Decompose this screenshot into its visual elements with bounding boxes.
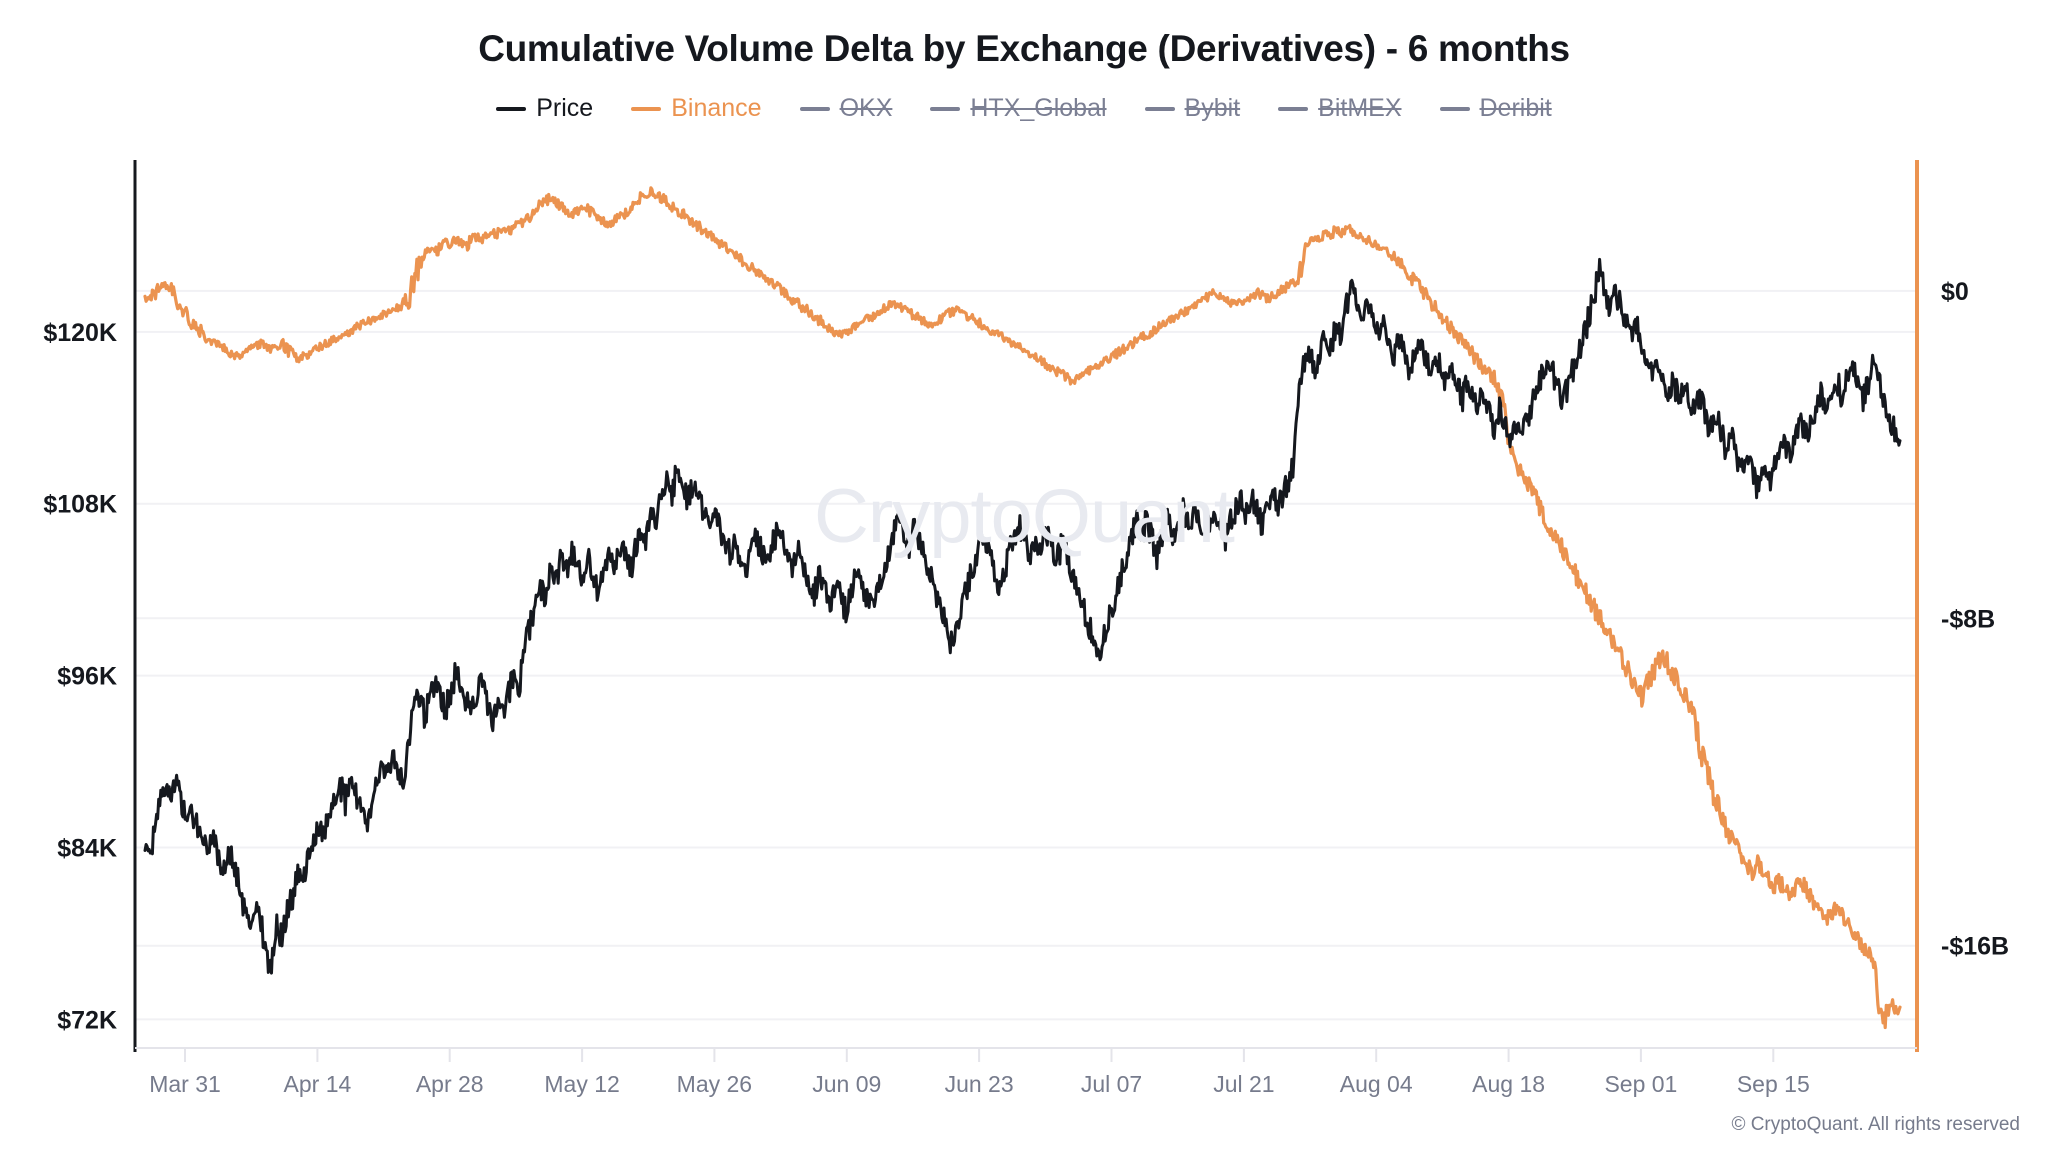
x-axis-tick-label: Jun 09 xyxy=(812,1071,881,1097)
x-axis-tick-label: Mar 31 xyxy=(149,1071,221,1097)
y-axis-left-tick-label: $96K xyxy=(57,663,117,691)
legend-item-bybit[interactable]: Bybit xyxy=(1144,94,1241,122)
legend-swatch-icon xyxy=(930,106,961,111)
y-axis-right-tick-label: -$16B xyxy=(1941,933,2009,961)
y-axis-left-tick-label: $84K xyxy=(57,835,117,863)
legend-swatch-icon xyxy=(1144,106,1175,111)
y-axis-right-tick-label: $0 xyxy=(1941,278,1969,306)
series-line-binance xyxy=(143,186,1902,1030)
x-axis-tick-label: Sep 15 xyxy=(1737,1071,1810,1097)
series-line-price xyxy=(143,257,1902,975)
legend-item-okx[interactable]: OKX xyxy=(799,94,893,122)
page-title: Cumulative Volume Delta by Exchange (Der… xyxy=(478,28,1570,69)
y-axis-left-tick-label: $120K xyxy=(43,319,117,347)
y-axis-left-tick-label: $72K xyxy=(57,1006,117,1034)
legend-item-label: BitMEX xyxy=(1318,94,1402,122)
legend-swatch-icon xyxy=(1278,106,1309,111)
y-axis-left-tick-label: $108K xyxy=(43,491,117,519)
legend-swatch-icon xyxy=(1439,106,1470,111)
copyright-notice: © CryptoQuant. All rights reserved xyxy=(1731,1114,2020,1135)
legend-item-htx-global[interactable]: HTX_Global xyxy=(930,94,1107,122)
legend-item-label: HTX_Global xyxy=(970,94,1107,122)
x-axis-tick-label: May 26 xyxy=(677,1071,752,1097)
x-axis-tick-label: Jun 23 xyxy=(945,1071,1014,1097)
legend-item-binance[interactable]: Binance xyxy=(631,94,762,122)
y-axis-right-tick-label: -$8B xyxy=(1941,605,1995,633)
chart-legend: Price Binance OKX HTX_Global Bybit BitMEX Deri… xyxy=(0,96,2048,121)
legend-item-bitmex[interactable]: BitMEX xyxy=(1278,94,1402,122)
x-axis-tick-label: May 12 xyxy=(544,1071,619,1097)
legend-swatch-icon xyxy=(496,106,527,111)
x-axis-tick-label: Sep 01 xyxy=(1604,1071,1677,1097)
legend-item-price[interactable]: Price xyxy=(496,96,593,121)
legend-item-label: Price xyxy=(536,94,594,122)
legend-swatch-icon xyxy=(631,106,662,111)
x-axis-tick-label: Jul 21 xyxy=(1213,1071,1274,1097)
legend-item-label: OKX xyxy=(839,94,893,122)
legend-item-label: Deribit xyxy=(1479,94,1552,122)
x-axis-tick-label: Aug 04 xyxy=(1340,1071,1413,1097)
legend-item-label: Binance xyxy=(671,94,762,122)
x-axis-tick-label: Apr 28 xyxy=(416,1071,484,1097)
legend-item-label: Bybit xyxy=(1184,94,1241,122)
legend-swatch-icon xyxy=(799,106,830,111)
x-axis-tick-label: Jul 07 xyxy=(1081,1071,1142,1097)
legend-item-deribit[interactable]: Deribit xyxy=(1439,94,1552,122)
x-axis-tick-label: Aug 18 xyxy=(1472,1071,1545,1097)
x-axis-tick-label: Apr 14 xyxy=(284,1071,352,1097)
